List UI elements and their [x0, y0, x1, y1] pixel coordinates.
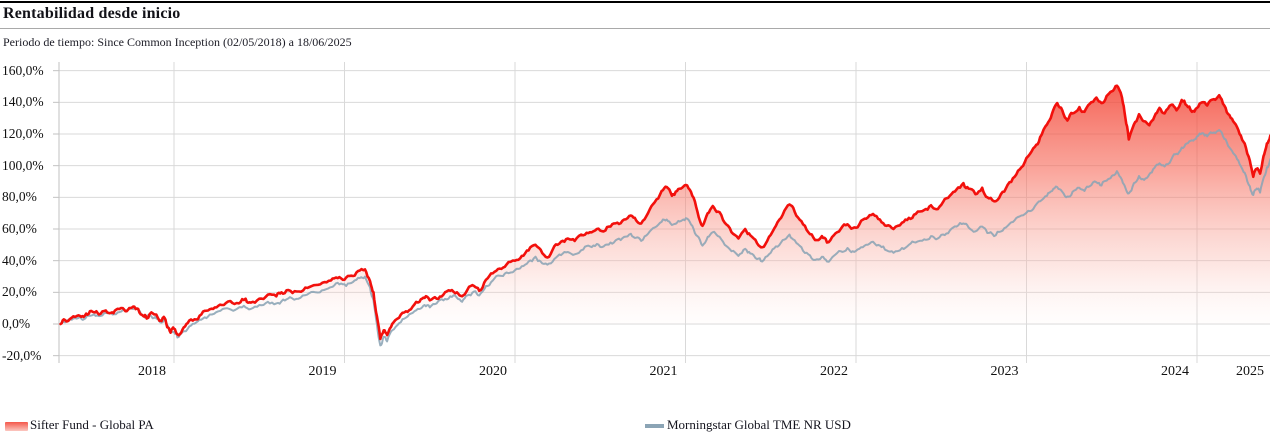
sifter-area-swatch-icon	[5, 422, 28, 431]
y-tick-label: 60,0%	[2, 221, 37, 236]
y-tick-label: 160,0%	[2, 62, 44, 78]
fund-area-fill	[60, 85, 1270, 339]
y-tick-label: 100,0%	[2, 157, 44, 173]
y-tick-label: 140,0%	[2, 94, 44, 110]
title-divider-line	[0, 28, 1270, 29]
y-tick-label: 20,0%	[2, 284, 37, 300]
x-tick-label: 2023	[990, 364, 1019, 379]
x-tick-label: 2022	[820, 364, 848, 379]
y-tick-label: 80,0%	[2, 189, 37, 205]
y-tick-label: 0,0%	[2, 316, 31, 331]
y-tick-label: 120,0%	[2, 126, 44, 141]
x-tick-label: 2018	[138, 364, 166, 379]
benchmark-line-swatch-icon	[645, 424, 664, 428]
legend-label-morningstar-benchmark: Morningstar Global TME NR USD	[667, 417, 851, 432]
legend-item-sifter-fund: Sifter Fund - Global PA	[5, 414, 305, 436]
legend-label-sifter-fund: Sifter Fund - Global PA	[30, 417, 154, 432]
period-subtitle: Periodo de tiempo: Since Common Inceptio…	[3, 35, 352, 49]
page-title: Rentabilidad desde inicio	[3, 5, 181, 22]
top-border-line	[0, 1, 1270, 3]
y-tick-label: -20,0%	[2, 347, 42, 363]
x-tick-label: 2020	[479, 364, 507, 379]
x-tick-label: 2019	[308, 364, 337, 379]
x-tick-label: 2024	[1161, 364, 1189, 379]
x-tick-label: 2021	[649, 364, 678, 379]
y-tick-label: 40,0%	[2, 252, 37, 268]
fund-line	[59, 84, 1270, 341]
x-tick-label: 2025	[1236, 364, 1264, 379]
legend-item-morningstar-benchmark: Morningstar Global TME NR USD	[645, 414, 975, 436]
benchmark-line	[59, 129, 1270, 347]
chart-legend: Sifter Fund - Global PA Morningstar Glob…	[0, 414, 1270, 438]
